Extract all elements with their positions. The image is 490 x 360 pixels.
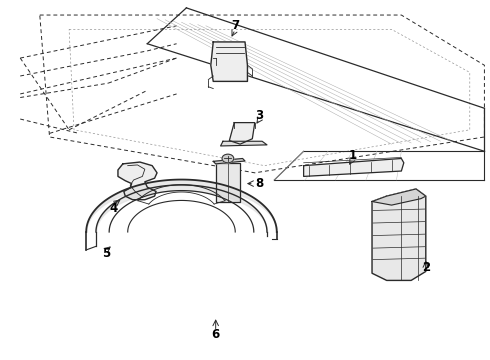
- Text: 1: 1: [348, 149, 357, 162]
- Polygon shape: [372, 189, 426, 280]
- Text: 7: 7: [231, 19, 239, 32]
- Polygon shape: [229, 123, 255, 144]
- Circle shape: [222, 154, 234, 163]
- Polygon shape: [220, 141, 267, 146]
- Text: 8: 8: [255, 177, 264, 190]
- Text: 6: 6: [212, 328, 220, 341]
- Polygon shape: [216, 163, 240, 202]
- Polygon shape: [213, 158, 245, 164]
- Polygon shape: [118, 162, 157, 200]
- Text: 5: 5: [101, 247, 110, 260]
- Polygon shape: [211, 42, 247, 81]
- Text: 4: 4: [109, 202, 117, 215]
- Polygon shape: [304, 158, 404, 176]
- Polygon shape: [372, 189, 426, 205]
- Text: 3: 3: [256, 109, 264, 122]
- Text: 2: 2: [422, 261, 430, 274]
